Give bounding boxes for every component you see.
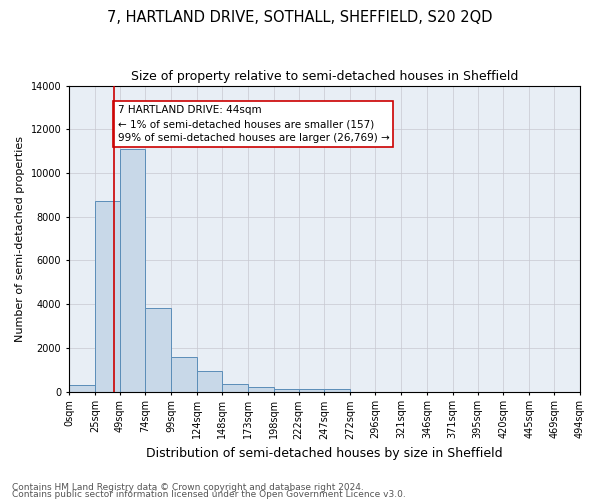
Bar bbox=[197, 371, 222, 392]
Title: Size of property relative to semi-detached houses in Sheffield: Size of property relative to semi-detach… bbox=[131, 70, 518, 83]
Bar bbox=[222, 384, 248, 392]
Text: 7, HARTLAND DRIVE, SOTHALL, SHEFFIELD, S20 2QD: 7, HARTLAND DRIVE, SOTHALL, SHEFFIELD, S… bbox=[107, 10, 493, 25]
Bar bbox=[119, 149, 145, 392]
Text: Contains HM Land Registry data © Crown copyright and database right 2024.: Contains HM Land Registry data © Crown c… bbox=[12, 484, 364, 492]
X-axis label: Distribution of semi-detached houses by size in Sheffield: Distribution of semi-detached houses by … bbox=[146, 447, 503, 460]
Bar bbox=[95, 202, 119, 392]
Text: 7 HARTLAND DRIVE: 44sqm
← 1% of semi-detached houses are smaller (157)
99% of se: 7 HARTLAND DRIVE: 44sqm ← 1% of semi-det… bbox=[118, 105, 389, 143]
Y-axis label: Number of semi-detached properties: Number of semi-detached properties bbox=[15, 136, 25, 342]
Bar bbox=[299, 390, 325, 392]
Text: Contains public sector information licensed under the Open Government Licence v3: Contains public sector information licen… bbox=[12, 490, 406, 499]
Bar bbox=[172, 356, 197, 392]
Bar bbox=[248, 387, 274, 392]
Bar bbox=[274, 388, 299, 392]
Bar bbox=[325, 390, 350, 392]
Bar bbox=[145, 308, 172, 392]
Bar bbox=[69, 385, 95, 392]
